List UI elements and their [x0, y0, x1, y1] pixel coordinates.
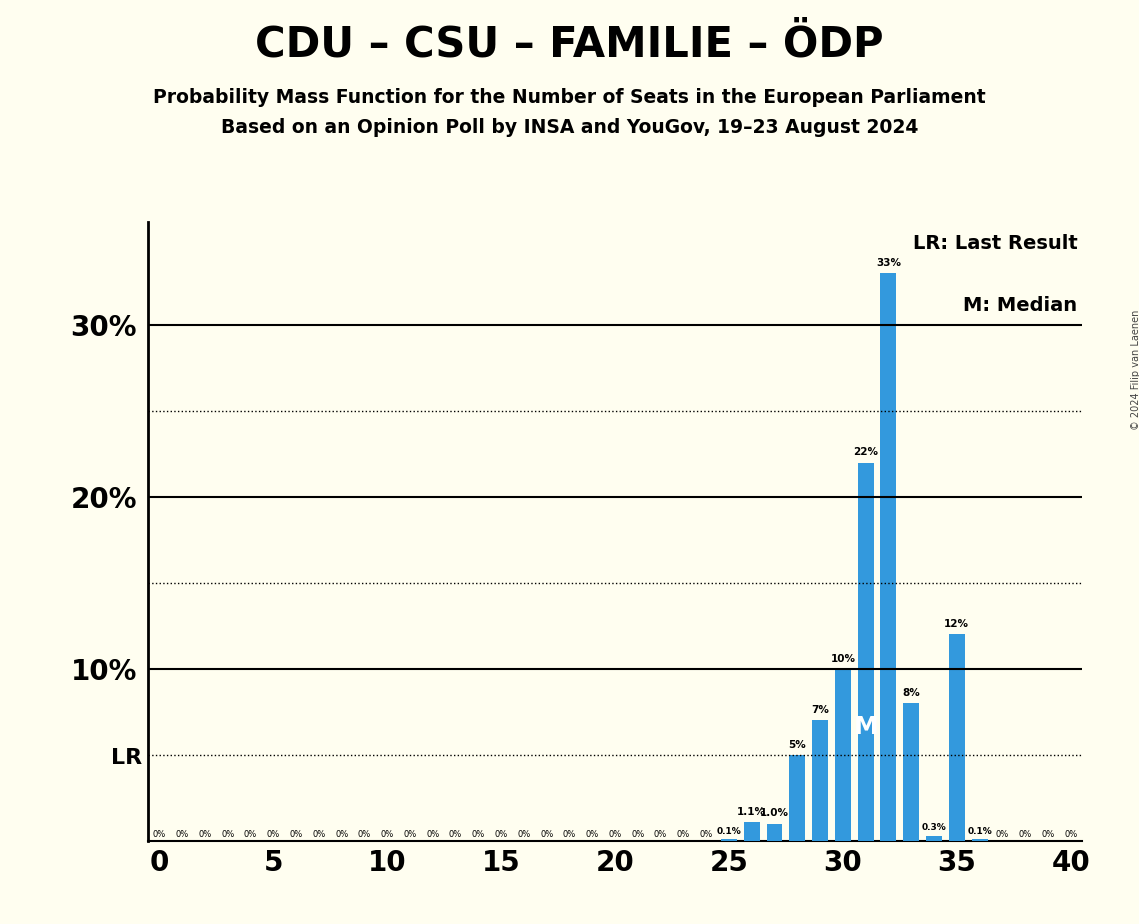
Text: 0%: 0%: [175, 830, 189, 839]
Text: 0%: 0%: [403, 830, 417, 839]
Text: 1.1%: 1.1%: [737, 807, 767, 817]
Bar: [926, 835, 942, 841]
Text: 10%: 10%: [830, 653, 855, 663]
Text: 0%: 0%: [585, 830, 599, 839]
Text: 0%: 0%: [494, 830, 508, 839]
Text: 7%: 7%: [811, 705, 829, 715]
Text: 0%: 0%: [289, 830, 303, 839]
Text: 0%: 0%: [221, 830, 235, 839]
Text: 0%: 0%: [654, 830, 667, 839]
Bar: [880, 274, 896, 841]
Text: 1.0%: 1.0%: [760, 808, 789, 819]
Text: M: Median: M: Median: [964, 296, 1077, 315]
Text: 0%: 0%: [995, 830, 1009, 839]
Text: Probability Mass Function for the Number of Seats in the European Parliament: Probability Mass Function for the Number…: [153, 88, 986, 107]
Text: 0.3%: 0.3%: [921, 823, 947, 833]
Bar: [835, 669, 851, 841]
Text: © 2024 Filip van Laenen: © 2024 Filip van Laenen: [1131, 310, 1139, 430]
Text: 0%: 0%: [472, 830, 485, 839]
Text: 0%: 0%: [335, 830, 349, 839]
Text: 0%: 0%: [358, 830, 371, 839]
Text: 0.1%: 0.1%: [967, 827, 992, 835]
Bar: [744, 822, 760, 841]
Text: LR: Last Result: LR: Last Result: [912, 234, 1077, 253]
Text: 22%: 22%: [853, 447, 878, 457]
Bar: [721, 839, 737, 841]
Bar: [949, 635, 965, 841]
Text: CDU – CSU – FAMILIE – ÖDP: CDU – CSU – FAMILIE – ÖDP: [255, 23, 884, 65]
Text: 0%: 0%: [267, 830, 280, 839]
Bar: [789, 755, 805, 841]
Bar: [767, 823, 782, 841]
Text: 0%: 0%: [1064, 830, 1077, 839]
Text: 33%: 33%: [876, 258, 901, 268]
Text: 0%: 0%: [1041, 830, 1055, 839]
Text: 12%: 12%: [944, 619, 969, 629]
Bar: [812, 721, 828, 841]
Text: 0%: 0%: [563, 830, 576, 839]
Text: 0%: 0%: [631, 830, 645, 839]
Text: 0%: 0%: [426, 830, 440, 839]
Text: LR: LR: [112, 748, 142, 768]
Text: 0%: 0%: [449, 830, 462, 839]
Text: 8%: 8%: [902, 688, 920, 699]
Text: 0%: 0%: [699, 830, 713, 839]
Text: M: M: [853, 715, 878, 739]
Text: 0%: 0%: [380, 830, 394, 839]
Text: 0%: 0%: [312, 830, 326, 839]
Text: 0%: 0%: [517, 830, 531, 839]
Text: 0%: 0%: [608, 830, 622, 839]
Text: 0%: 0%: [677, 830, 690, 839]
Text: 0%: 0%: [1018, 830, 1032, 839]
Text: Based on an Opinion Poll by INSA and YouGov, 19–23 August 2024: Based on an Opinion Poll by INSA and You…: [221, 118, 918, 138]
Text: 0%: 0%: [198, 830, 212, 839]
Bar: [858, 463, 874, 841]
Bar: [972, 839, 988, 841]
Text: 0.1%: 0.1%: [716, 827, 741, 835]
Text: 0%: 0%: [540, 830, 554, 839]
Text: 5%: 5%: [788, 740, 806, 749]
Bar: [903, 703, 919, 841]
Text: 0%: 0%: [153, 830, 166, 839]
Text: 0%: 0%: [244, 830, 257, 839]
